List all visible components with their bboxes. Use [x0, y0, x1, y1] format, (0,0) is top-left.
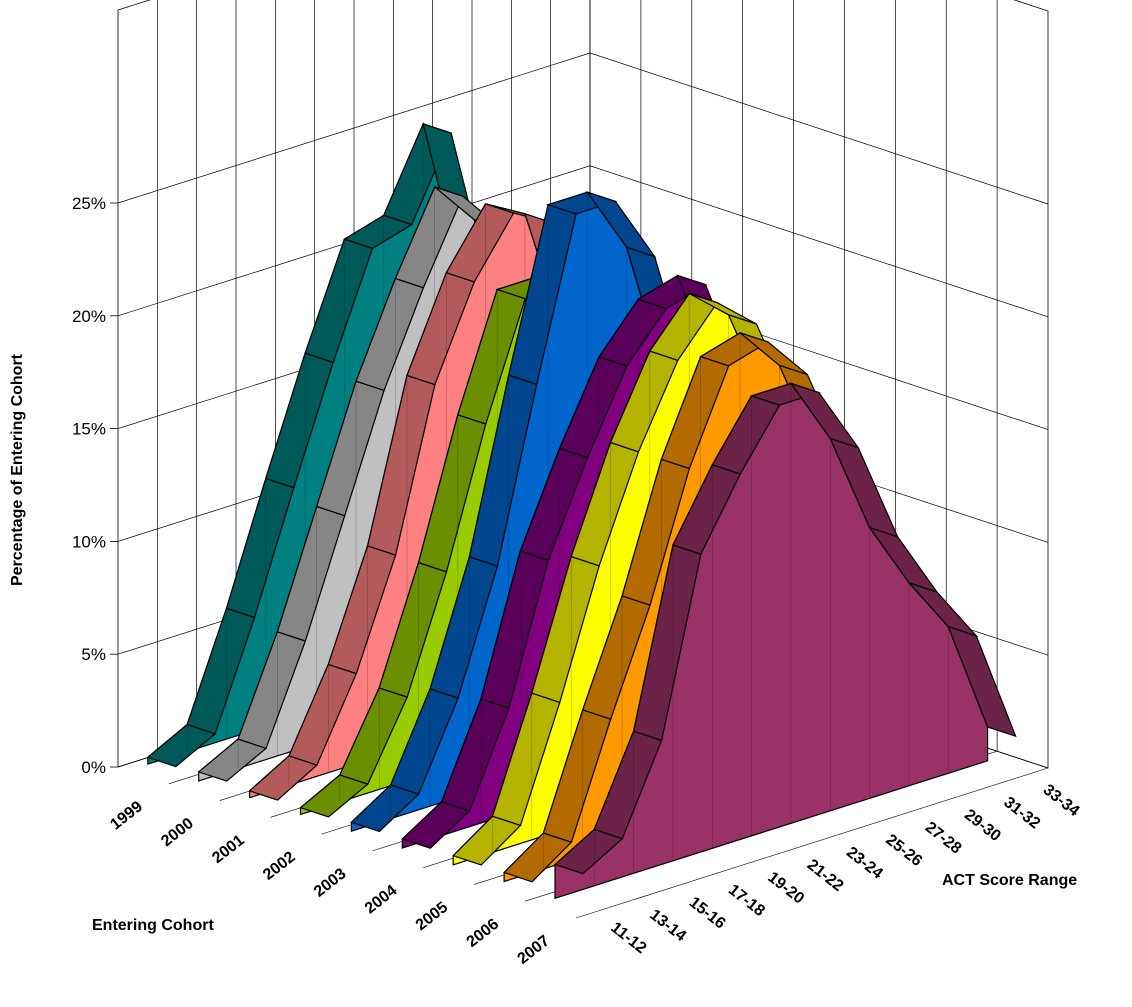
cohort-tick-label: 2001 — [209, 832, 248, 867]
score-tick-label: 21-22 — [804, 856, 847, 895]
score-tick-label: 11-12 — [607, 919, 649, 957]
cohort-tick-label: 2007 — [515, 932, 554, 967]
y-axis-label: Percentage of Entering Cohort — [9, 353, 26, 586]
cohort-tick-label: 2004 — [362, 882, 401, 917]
score-tick-label: 29-30 — [961, 806, 1004, 845]
cohort-tick-label: 2000 — [158, 815, 197, 850]
score-tick-label: 13-14 — [646, 906, 689, 945]
series-top-2007 — [947, 625, 1017, 738]
floor-line — [575, 767, 1049, 919]
y-gridline — [117, 52, 1049, 205]
y-tick-label: 0% — [81, 758, 106, 777]
score-tick-label: 15-16 — [686, 894, 729, 933]
z-axis-label: ACT Score Range — [942, 872, 1077, 889]
x-axis-label: Entering Cohort — [92, 917, 214, 934]
score-tick-label: 23-24 — [843, 844, 886, 883]
cohort-tick-label: 2005 — [413, 899, 452, 934]
y-tick-label: 25% — [72, 194, 106, 213]
score-tick-label: 17-18 — [725, 881, 768, 920]
series-layer — [146, 122, 1017, 900]
cohort-tick-label: 2003 — [311, 865, 350, 900]
score-tick-label: 31-32 — [1000, 794, 1043, 833]
cohort-tick-label: 2006 — [464, 916, 503, 951]
y-tick-label: 10% — [72, 532, 106, 551]
score-tick-label: 33-34 — [1040, 781, 1083, 820]
score-tick-label: 19-20 — [764, 869, 807, 908]
y-tick-label: 5% — [81, 645, 106, 664]
series-2007 — [553, 382, 1017, 900]
y-tick-label: 15% — [72, 420, 106, 439]
cohort-tick-label: 2002 — [260, 848, 299, 883]
cohort-tick-label: 1999 — [107, 798, 146, 833]
score-tick-label: 27-28 — [922, 819, 965, 858]
score-tick-label: 25-26 — [882, 831, 925, 870]
y-tick-label: 20% — [72, 307, 106, 326]
